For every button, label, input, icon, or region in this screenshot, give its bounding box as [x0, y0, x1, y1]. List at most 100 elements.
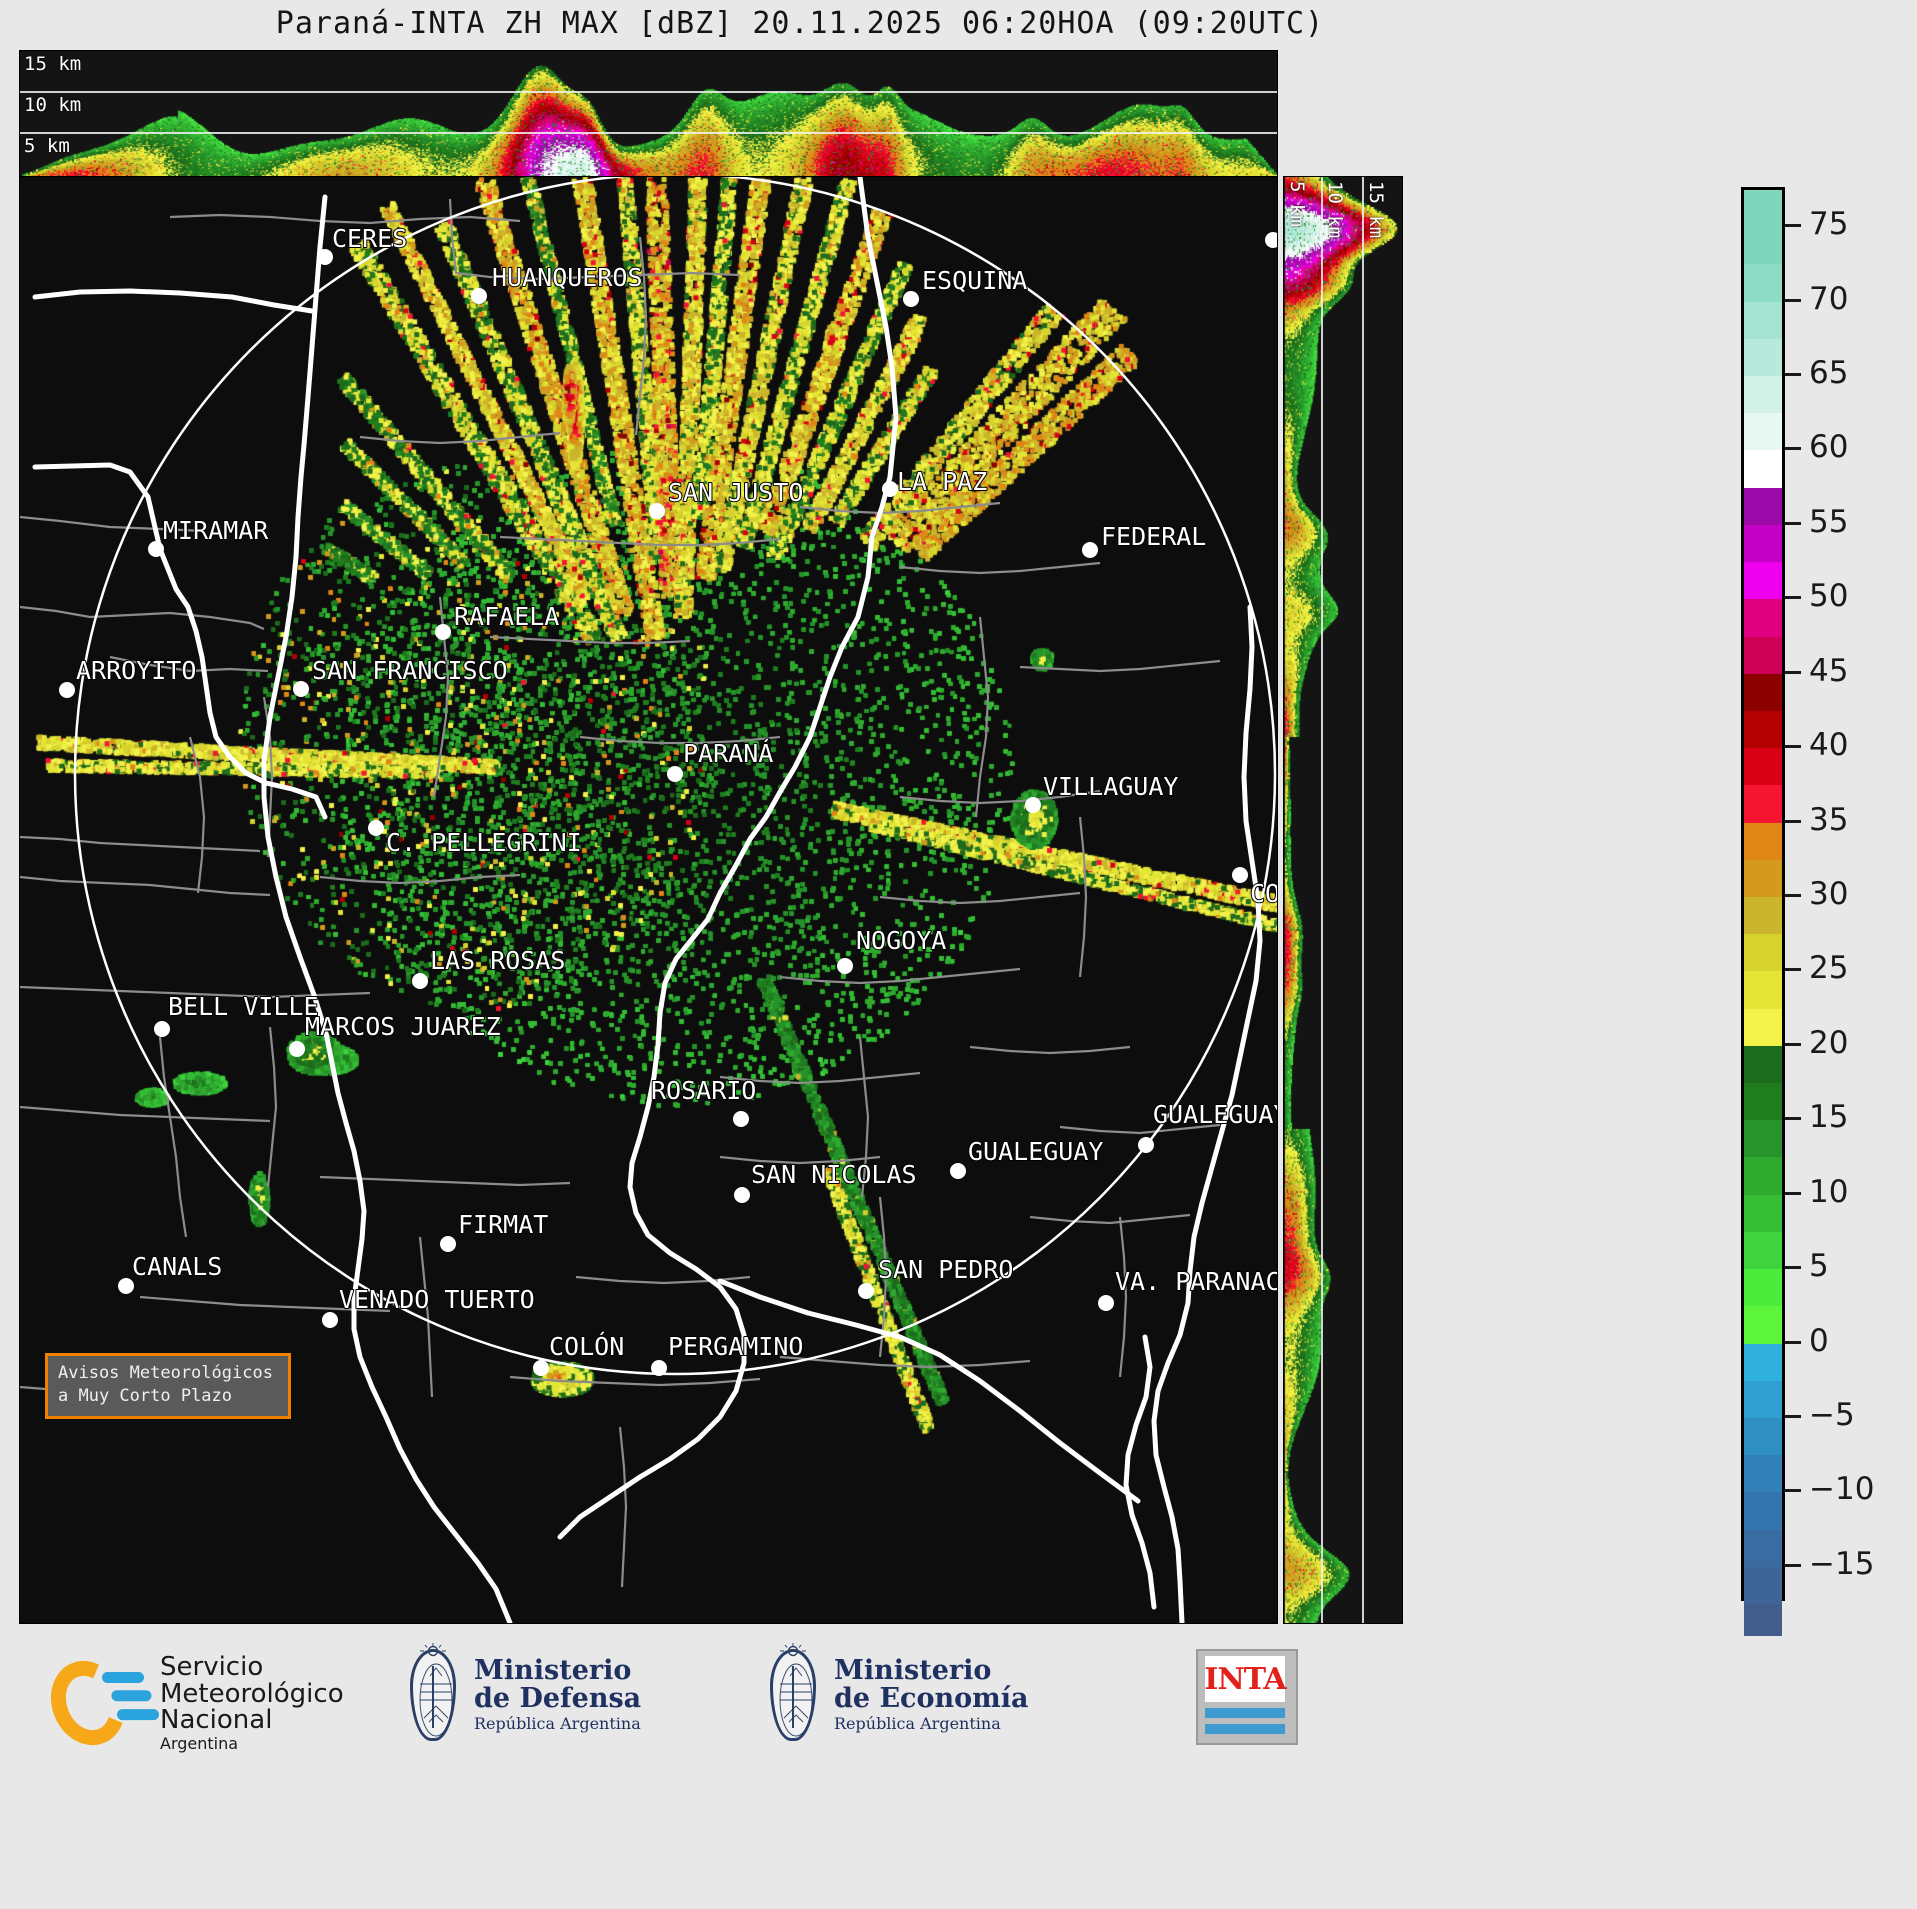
- city-label: VENADO TUERTO: [339, 1285, 535, 1314]
- colorbar-tick: [1785, 968, 1801, 972]
- city-marker[interactable]: VA. PARANACIT: [1098, 1266, 1277, 1311]
- province-border-path: [359, 431, 561, 445]
- city-dot: [148, 541, 164, 557]
- city-label: COLÓ: [1250, 878, 1277, 908]
- city-marker[interactable]: PARANÁ: [667, 738, 774, 782]
- smn-line-2: Meteorológico: [160, 1678, 344, 1709]
- height-label-5km: 5 km: [24, 135, 70, 157]
- city-marker[interactable]: CANALS: [118, 1251, 223, 1294]
- city-marker[interactable]: MIRAMAR: [148, 515, 270, 557]
- city-label: RAFAELA: [454, 602, 559, 631]
- sun-rays-icon: [780, 1643, 806, 1657]
- colorbar-tick-label: 20: [1809, 1024, 1849, 1061]
- city-marker[interactable]: HUANQUEROS: [471, 262, 644, 304]
- city-marker[interactable]: C. PELLEGRINI: [368, 820, 583, 858]
- colorbar-tick-label: 0: [1809, 1322, 1829, 1359]
- city-marker[interactable]: LAS ROSAS: [412, 945, 566, 989]
- city-label: HUANQUEROS: [492, 263, 643, 292]
- city-label: MARCOS JUAREZ: [305, 1012, 501, 1041]
- colorbar-segment: [1744, 227, 1782, 265]
- city-marker[interactable]: VENADO TUERTO: [322, 1284, 536, 1328]
- city-dot: [412, 973, 428, 989]
- city-label: COLÓN: [549, 1331, 624, 1361]
- province-border-path: [139, 1295, 391, 1313]
- colorbar-segment: [1744, 1417, 1782, 1456]
- city-marker[interactable]: BELL VILLE: [154, 991, 320, 1037]
- city-marker[interactable]: NOGOYA: [837, 925, 947, 974]
- defensa-line-2: de Defensa: [474, 1682, 642, 1714]
- colorbar-segment: [1744, 1604, 1782, 1642]
- city-marker[interactable]: GUALEGUAYC: [1138, 1099, 1277, 1153]
- colorbar-segment: [1744, 748, 1782, 786]
- defensa-line-1: Ministerio: [474, 1655, 632, 1687]
- city-marker[interactable]: LA PAZ: [882, 466, 988, 497]
- colorbar-tick: [1785, 894, 1801, 897]
- city-marker[interactable]: COLÓ: [1232, 867, 1277, 909]
- city-marker[interactable]: COLÓN: [533, 1330, 625, 1376]
- colorbar-tick-label: 5: [1809, 1248, 1829, 1285]
- city-label: PARANÁ: [683, 739, 773, 768]
- city-marker[interactable]: CU: [1265, 207, 1277, 248]
- city-dot: [1232, 867, 1248, 883]
- economia-line-3: República Argentina: [834, 1714, 1001, 1734]
- radar-map-panel[interactable]: CERES HUANQUEROS ESQUINA CU SAN JUSTO LA PAZ F…: [19, 176, 1278, 1624]
- smn-wave-icon: [102, 1671, 145, 1683]
- city-dot: [1082, 542, 1098, 558]
- colorbar-tick-label: 50: [1809, 578, 1849, 615]
- city-dot: [950, 1163, 966, 1179]
- city-marker[interactable]: ESQUINA: [903, 265, 1028, 307]
- province-border-path: [109, 655, 269, 673]
- city-label: CERES: [332, 224, 407, 253]
- map-vector-overlay: CERES HUANQUEROS ESQUINA CU SAN JUSTO LA PAZ F…: [20, 177, 1277, 1623]
- province-border-path: [634, 236, 648, 436]
- coat-detail-icon: [779, 1663, 813, 1737]
- city-dot: [118, 1278, 134, 1294]
- colorbar-tick-label: 55: [1809, 503, 1849, 540]
- province-border-path: [1118, 1216, 1128, 1378]
- city-label: ROSARIO: [651, 1076, 756, 1105]
- colorbar-segment: [1744, 376, 1782, 414]
- height-label-10km: 10 km: [24, 94, 82, 116]
- city-marker[interactable]: CERES: [317, 223, 408, 265]
- city-label: SAN NICOLAS: [751, 1160, 917, 1189]
- province-border-path: [719, 1071, 921, 1085]
- city-marker[interactable]: VILLAGUAY: [1025, 771, 1179, 813]
- colorbar-segment: [1744, 413, 1782, 451]
- colorbar-tick: [1785, 521, 1801, 525]
- economia-line-2: de Economía: [834, 1682, 1029, 1714]
- colorbar-tick-axis: 75 70 65 60 55 50 45 40 35 30 25 20 15 10 5 0 −5 −10 −15: [1741, 187, 1911, 1601]
- colorbar-segment: [1744, 524, 1782, 563]
- city-label: SAN FRANCISCO: [312, 656, 508, 685]
- weather-warning-box[interactable]: Avisos Meteorológicos a Muy Corto Plazo: [45, 1353, 291, 1419]
- city-marker[interactable]: RAFAELA: [435, 601, 560, 640]
- logo-smn: Servicio Meteorológico Nacional Argentin…: [38, 1649, 344, 1757]
- warning-line-1: Avisos Meteorológicos: [58, 1363, 273, 1383]
- city-marker[interactable]: ROSARIO: [650, 1075, 757, 1127]
- colorbar-segment: [1744, 1120, 1782, 1158]
- city-dot: [651, 1360, 667, 1376]
- colorbar-segment: [1744, 1380, 1782, 1418]
- city-marker[interactable]: ARROYITO: [59, 655, 197, 698]
- colorbar-tick: [1785, 1266, 1801, 1270]
- colorbar-tick: [1785, 298, 1801, 302]
- province-border-path: [20, 835, 261, 853]
- city-dot: [440, 1236, 456, 1252]
- city-marker[interactable]: SAN FRANCISCO: [293, 655, 509, 697]
- colorbar-segment: [1744, 1231, 1782, 1270]
- city-marker[interactable]: MARCOS JUAREZ: [289, 1011, 502, 1057]
- city-marker[interactable]: SAN JUSTO: [649, 477, 804, 519]
- province-border-path: [448, 198, 741, 281]
- city-marker[interactable]: SAN PEDRO: [858, 1254, 1014, 1299]
- city-marker[interactable]: FIRMAT: [440, 1209, 549, 1252]
- city-label: SAN PEDRO: [878, 1255, 1013, 1284]
- city-marker[interactable]: SAN NICOLAS: [734, 1159, 918, 1203]
- city-dot: [1098, 1295, 1114, 1311]
- city-label: MIRAMAR: [163, 516, 269, 545]
- coat-detail-icon: [419, 1663, 453, 1737]
- city-marker[interactable]: PERGAMINO: [651, 1331, 804, 1376]
- colorbar-tick: [1785, 1414, 1801, 1418]
- cross-section-right-canvas: [1284, 177, 1402, 1623]
- colorbar-segment: [1744, 1045, 1782, 1084]
- city-marker[interactable]: GUALEGUAY: [950, 1136, 1104, 1179]
- city-marker[interactable]: FEDERAL: [1082, 521, 1207, 558]
